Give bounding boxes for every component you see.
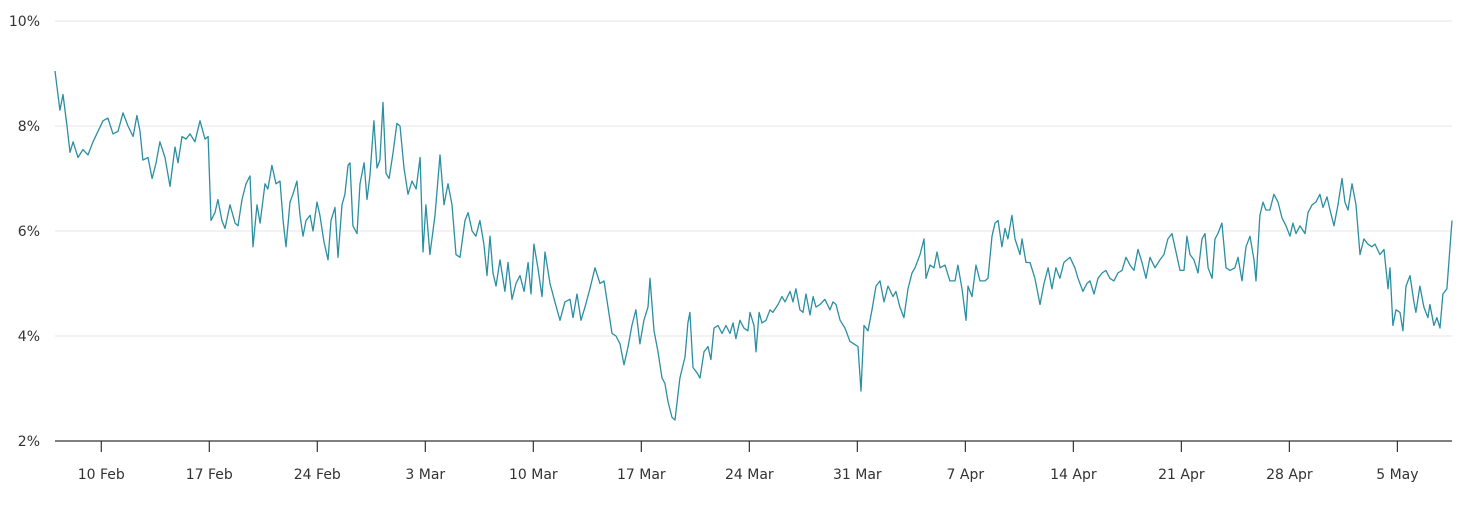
x-tick-label: 3 Mar: [405, 467, 445, 483]
x-tick-label: 7 Apr: [947, 467, 985, 483]
x-tick-label: 10 Mar: [509, 467, 558, 483]
y-tick-label: 4%: [18, 329, 40, 345]
y-tick-label: 10%: [9, 14, 40, 30]
y-axis: 2% 4% 6% 8% 10%: [9, 14, 40, 450]
gridlines: [55, 20, 1452, 337]
y-tick-label: 8%: [18, 119, 40, 135]
x-tick-label: 24 Mar: [725, 467, 774, 483]
x-tick-label: 17 Feb: [186, 467, 233, 483]
y-tick-label: 6%: [18, 224, 40, 240]
y-tick-label: 2%: [18, 434, 40, 450]
x-tick-label: 14 Apr: [1050, 467, 1097, 483]
x-tick-label: 24 Feb: [294, 467, 341, 483]
x-tick-label: 31 Mar: [833, 467, 882, 483]
x-tick-label: 28 Apr: [1266, 467, 1313, 483]
x-tick-label: 5 May: [1376, 467, 1418, 483]
x-axis: 10 Feb 17 Feb 24 Feb 3 Mar 10 Mar 17 Mar 24 Ma…: [55, 440, 1452, 483]
x-tick-label: 10 Feb: [78, 467, 125, 483]
x-tick-label: 17 Mar: [617, 467, 666, 483]
series-line-rate: [54, 70, 1453, 421]
x-tick-label: 21 Apr: [1158, 467, 1205, 483]
